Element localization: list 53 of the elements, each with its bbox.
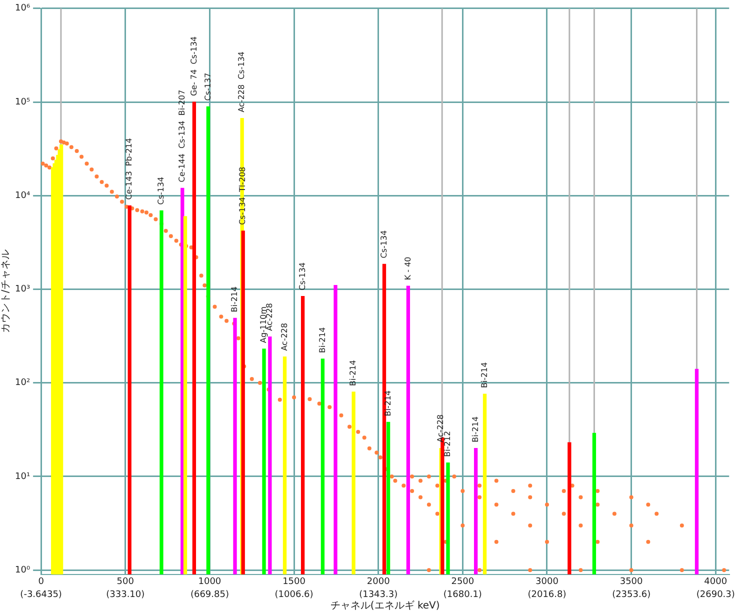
- annotation: Ac-228: [237, 84, 246, 112]
- x2-tick-label: (669.85): [190, 590, 229, 600]
- x2-tick-label: (2353.6): [612, 590, 651, 600]
- x2-tick-label: (1343.3): [359, 590, 398, 600]
- x-tick-label: 2500: [451, 577, 474, 588]
- annotation: Bi-214: [318, 327, 327, 353]
- x2-tick-label: (333.10): [106, 590, 145, 600]
- x-tick-label: 4000: [704, 577, 728, 588]
- annotation: Ac-228: [264, 302, 274, 331]
- x-tick-label: 1500: [282, 577, 306, 588]
- y-tick-label: 10⁵: [15, 97, 30, 108]
- x-tick-label: 3500: [620, 577, 644, 588]
- x-tick-label: 0: [38, 577, 44, 588]
- y-tick-label: 10⁶: [15, 4, 30, 14]
- y-tick-label: 10¹: [15, 472, 30, 482]
- annotation: Cs-137: [203, 72, 212, 101]
- annotation: Cs-134: [238, 196, 248, 225]
- annotation: Cs-134: [237, 51, 246, 80]
- annotation: Bi-214: [470, 416, 480, 442]
- annotation: Bi-214: [230, 286, 240, 312]
- annotation: Cs-134: [298, 262, 307, 290]
- annotation: Bi-214: [348, 360, 358, 386]
- annotation: Bi-214: [383, 390, 392, 416]
- x-tick-label: 500: [116, 577, 134, 588]
- x2-tick-label: (1680.1): [443, 590, 482, 600]
- y-tick-label: 10²: [15, 378, 30, 388]
- x2-tick-label: (2016.8): [528, 590, 566, 600]
- annotation: Ac-228: [436, 414, 446, 442]
- x-axis-title: チャネル(エネルギ keV): [330, 600, 440, 612]
- annotation: Ce-144: [177, 154, 186, 182]
- annotation: K - 40: [403, 256, 412, 280]
- x-tick-label: 3000: [536, 577, 559, 588]
- annotation: Bi-207: [177, 90, 186, 116]
- y-axis-title: カウント/チャネル: [0, 250, 12, 334]
- annotation: Ac-228: [280, 322, 289, 351]
- annotation: Tl-208: [238, 166, 248, 193]
- annotation: Cs-134: [156, 176, 166, 205]
- y-tick-label: 10³: [15, 284, 30, 295]
- y-tick-label: 10⁴: [15, 190, 30, 201]
- annotation: Ge- 74: [189, 69, 198, 96]
- y-tick-label: 10⁰: [15, 565, 30, 576]
- annotation: Cs-134: [189, 36, 198, 64]
- x2-tick-label: (2690.3): [696, 590, 735, 600]
- annotation: Cs-134: [379, 230, 388, 258]
- x-tick-label: 2000: [366, 577, 390, 588]
- annotation: Ce-143: [124, 171, 134, 200]
- x2-tick-label: (1006.6): [274, 590, 314, 600]
- x-tick-label: 1000: [198, 577, 222, 588]
- annotation: Cs-134: [177, 120, 186, 149]
- annotation: Pb-214: [124, 138, 134, 166]
- x2-tick-label: (-3.6435): [20, 590, 62, 600]
- annotation: Bi-214: [480, 362, 489, 388]
- annotation: Bi-212: [443, 430, 452, 457]
